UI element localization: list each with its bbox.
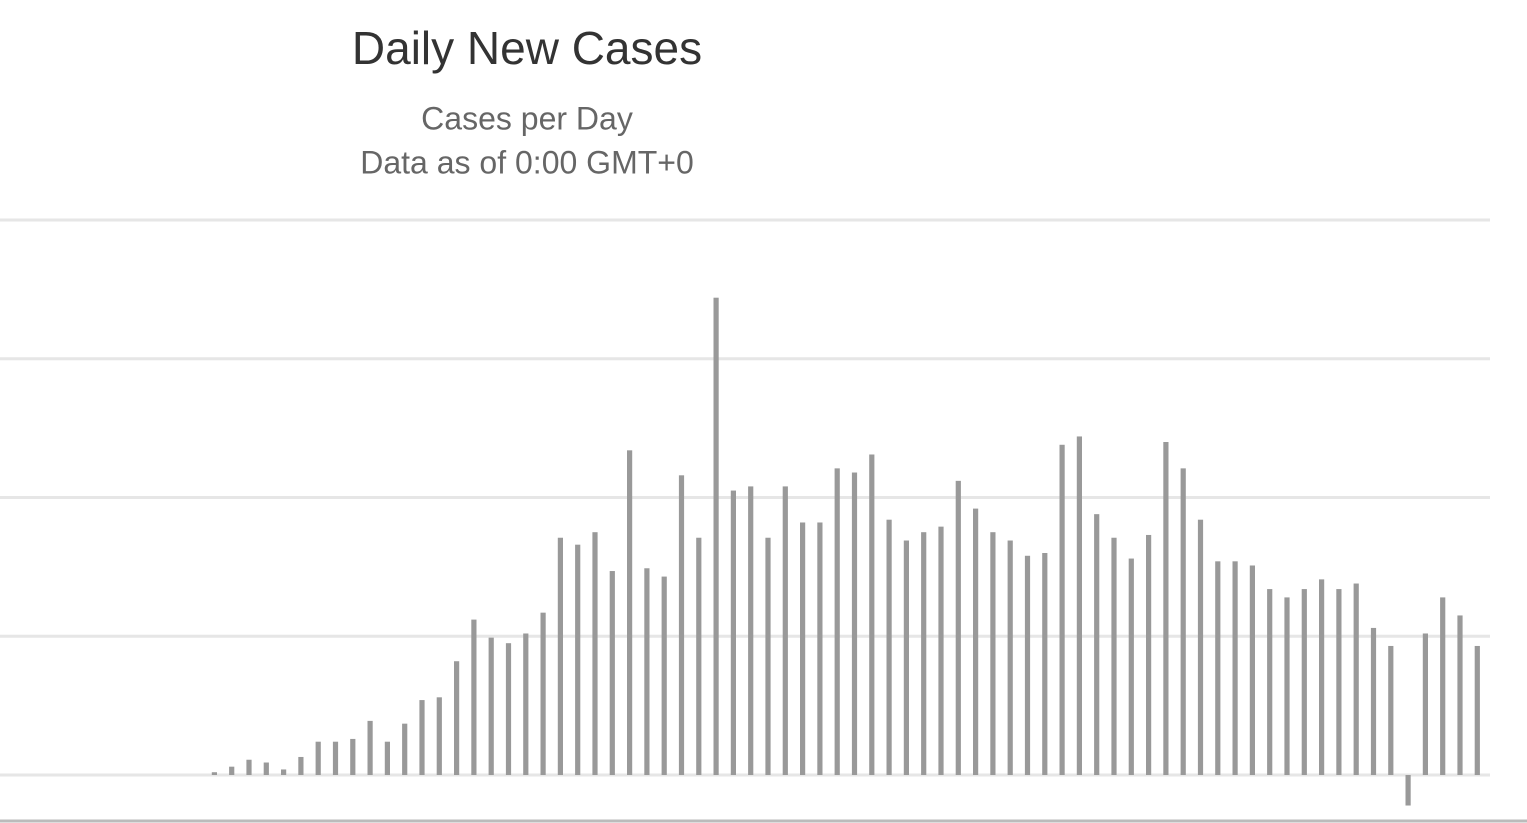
bar [384, 741, 390, 775]
bar [782, 486, 788, 775]
bar [1440, 597, 1446, 775]
bar [211, 772, 217, 775]
chart-title: Daily New Cases [352, 22, 702, 74]
bar [419, 700, 425, 775]
bar [1180, 468, 1186, 775]
bar [990, 532, 996, 775]
bar [402, 723, 408, 775]
bar [661, 576, 667, 775]
bar [678, 475, 685, 775]
bar [627, 450, 633, 775]
bar [1284, 597, 1290, 775]
bar [592, 532, 598, 775]
bar [609, 571, 615, 775]
bar [886, 519, 892, 775]
bar [1319, 579, 1325, 775]
bar [488, 637, 494, 775]
bar [1370, 627, 1377, 775]
bar [229, 766, 235, 775]
bar [436, 697, 442, 775]
chart-subtitle: Cases per Day [421, 100, 633, 136]
bar [1094, 514, 1100, 775]
bar [471, 619, 477, 775]
bar [1146, 534, 1152, 775]
bar [834, 468, 840, 775]
bar [1388, 645, 1394, 775]
bar [263, 762, 269, 775]
bar [817, 522, 823, 775]
bar [332, 741, 339, 775]
bar [298, 756, 304, 775]
bar [973, 508, 979, 775]
bar [1197, 519, 1204, 775]
bar [557, 537, 563, 775]
bar [765, 537, 771, 775]
bar [713, 297, 719, 775]
bar [246, 759, 252, 775]
bar [1111, 537, 1117, 775]
bar [1232, 561, 1238, 775]
bar [869, 454, 875, 775]
bar [938, 526, 944, 775]
bar [1128, 558, 1134, 775]
bar [644, 568, 650, 775]
bar [1249, 565, 1255, 775]
bar [1457, 615, 1463, 775]
bar [315, 741, 321, 775]
bar [1301, 589, 1307, 775]
bar [1405, 775, 1411, 806]
bar [1422, 633, 1428, 775]
bar [1024, 555, 1031, 775]
bar [955, 480, 961, 775]
bar [1007, 540, 1013, 775]
bar [851, 472, 858, 775]
bar [903, 540, 909, 775]
bar [1215, 561, 1221, 775]
bar [696, 537, 702, 775]
bar [1163, 442, 1169, 775]
bar [575, 544, 581, 775]
bar [523, 633, 529, 775]
bar [350, 738, 356, 775]
bar [748, 486, 754, 775]
bar [1353, 583, 1359, 775]
bar [540, 612, 546, 775]
bar [730, 490, 736, 775]
bar [921, 532, 927, 775]
bar [1059, 444, 1065, 775]
bar [1336, 589, 1342, 775]
bar [800, 522, 806, 775]
bar [454, 661, 460, 775]
bar [281, 769, 287, 775]
bar [1474, 645, 1480, 775]
chart-subtitle: Data as of 0:00 GMT+0 [360, 144, 694, 180]
bar [1267, 589, 1273, 775]
bar [1076, 436, 1082, 775]
bar [367, 720, 373, 775]
bar [1042, 553, 1048, 775]
bar [505, 643, 512, 775]
